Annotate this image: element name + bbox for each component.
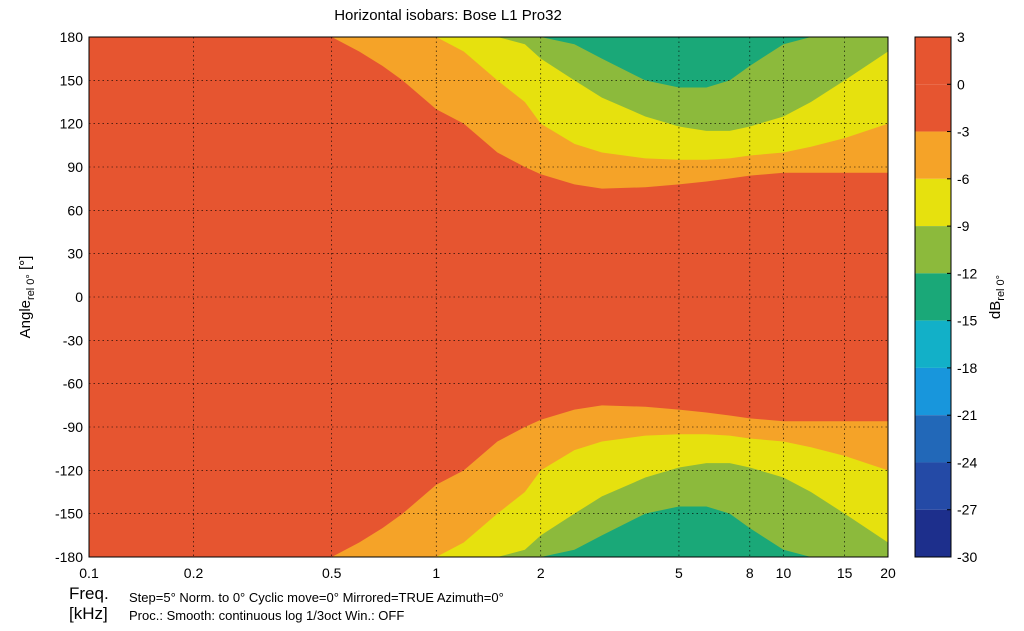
colorbar-tick-label: -21 xyxy=(957,407,977,423)
x-tick-label: 15 xyxy=(837,565,853,581)
x-tick-label: 0.1 xyxy=(79,565,99,581)
colorbar-tick-label: -9 xyxy=(957,218,970,234)
y-tick-label: -90 xyxy=(63,419,83,435)
x-tick-label: 20 xyxy=(880,565,896,581)
y-tick-label: 60 xyxy=(67,202,83,218)
y-axis-label: Anglerel 0° [°] xyxy=(17,256,37,339)
colorbar-segment xyxy=(915,367,951,416)
colorbar-frame xyxy=(914,36,952,558)
colorbar-tick-labels: 3 0 -3 -6 -9 -12 -15 -18 -21 -24 -27 -30 xyxy=(947,29,977,565)
y-tick-label: -150 xyxy=(55,506,83,522)
plot-frame xyxy=(88,36,889,558)
colorbar-label: dBrel 0° xyxy=(987,275,1007,319)
colorbar-tick-label: -30 xyxy=(957,549,977,565)
colorbar-tick-label: -24 xyxy=(957,454,977,470)
colorbar-tick-label: -12 xyxy=(957,265,977,281)
y-tick-label: 0 xyxy=(75,289,83,305)
colorbar-segment xyxy=(915,509,951,557)
y-tick-label: 120 xyxy=(60,116,84,132)
y-tick-label: -30 xyxy=(63,332,83,348)
footer-processing-line: Proc.: Smooth: continuous log 1/3oct Win… xyxy=(129,608,405,623)
colorbar-tick-label: -15 xyxy=(957,313,977,329)
y-tick-label: 180 xyxy=(60,29,84,45)
band-bottom--12db xyxy=(89,506,888,557)
plot-area xyxy=(88,36,889,558)
x-tick-label: 0.5 xyxy=(322,565,342,581)
colorbar-segment xyxy=(915,178,951,227)
x-tick-label: 0.2 xyxy=(184,565,204,581)
y-tick-labels: 180 150 120 90 60 30 0 -30 -60 -90 -120 -150 -180 xyxy=(55,29,83,565)
colorbar-segment xyxy=(915,84,951,132)
footer-unit-label: [kHz] xyxy=(69,604,108,623)
colorbar-tick-label: 3 xyxy=(957,29,965,45)
colorbar xyxy=(914,36,952,558)
isobar-bands xyxy=(89,37,888,557)
colorbar-segment xyxy=(915,226,951,274)
y-tick-label: 90 xyxy=(67,159,83,175)
x-tick-label: 10 xyxy=(776,565,792,581)
y-axis-label-sub: rel 0° xyxy=(25,274,37,300)
x-tick-label: 8 xyxy=(746,565,754,581)
colorbar-tick-label: -18 xyxy=(957,360,977,376)
colorbar-tick-label: -6 xyxy=(957,171,970,187)
x-tick-labels: 0.1 0.2 0.5 1 2 5 8 10 15 20 xyxy=(79,565,896,581)
colorbar-tick-label: 0 xyxy=(957,76,965,92)
footer-settings-line: Step=5° Norm. to 0° Cyclic move=0° Mirro… xyxy=(129,590,504,605)
y-tick-label: -60 xyxy=(63,376,83,392)
colorbar-tick-label: -27 xyxy=(957,502,977,518)
x-tick-label: 2 xyxy=(537,565,545,581)
footer-freq-label: Freq. xyxy=(69,584,109,603)
y-tick-label: -120 xyxy=(55,462,83,478)
colorbar-segment xyxy=(915,462,951,510)
colorbar-label-sub: rel 0° xyxy=(995,275,1007,301)
y-tick-label: 30 xyxy=(67,246,83,262)
chart-title: Horizontal isobars: Bose L1 Pro32 xyxy=(334,7,562,24)
band-top--12db xyxy=(89,37,888,88)
colorbar-label-main: dB xyxy=(987,301,1004,319)
colorbar-segment xyxy=(915,273,951,321)
y-axis-label-main: Angle xyxy=(17,300,34,338)
colorbar-segment xyxy=(915,320,951,368)
x-tick-label: 5 xyxy=(675,565,683,581)
colorbar-segment xyxy=(915,37,951,85)
colorbar-segment xyxy=(915,415,951,463)
colorbar-segment xyxy=(915,131,951,179)
colorbar-tick-label: -3 xyxy=(957,124,970,140)
y-tick-label: -180 xyxy=(55,549,83,565)
y-axis-label-unit: [°] xyxy=(17,256,34,275)
x-tick-label: 1 xyxy=(432,565,440,581)
grid-lines xyxy=(89,37,888,557)
y-tick-label: 150 xyxy=(60,72,84,88)
